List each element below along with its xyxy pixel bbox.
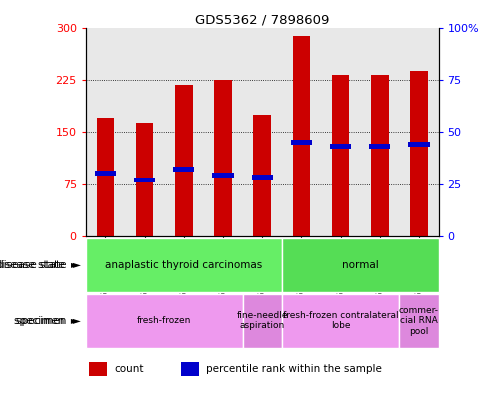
Text: normal: normal	[342, 259, 378, 270]
Text: specimen  ►: specimen ►	[16, 316, 81, 326]
Bar	[332, 75, 349, 237]
Bar	[369, 144, 391, 149]
Bar	[214, 80, 232, 237]
Bar	[371, 75, 389, 237]
Text: fresh-frozen: fresh-frozen	[137, 316, 191, 325]
Text: count: count	[114, 364, 144, 374]
Bar	[293, 36, 310, 237]
Bar	[136, 123, 153, 237]
Text: percentile rank within the sample: percentile rank within the sample	[206, 364, 382, 374]
Bar	[89, 362, 107, 376]
Bar	[134, 178, 155, 182]
Text: specimen  ►: specimen ►	[14, 316, 79, 326]
Bar	[212, 173, 234, 178]
Bar	[408, 142, 430, 147]
Text: disease state  ►: disease state ►	[0, 259, 81, 270]
Text: anaplastic thyroid carcinomas: anaplastic thyroid carcinomas	[105, 259, 262, 270]
Bar	[330, 144, 351, 149]
Text: commer-
cial RNA
pool: commer- cial RNA pool	[399, 306, 439, 336]
Text: fresh-frozen contralateral
lobe: fresh-frozen contralateral lobe	[283, 311, 398, 331]
Text: fine-needle
aspiration: fine-needle aspiration	[236, 311, 288, 331]
Bar	[86, 294, 243, 348]
Bar	[95, 171, 116, 176]
Title: GDS5362 / 7898609: GDS5362 / 7898609	[195, 13, 329, 26]
Text: disease state  ►: disease state ►	[0, 259, 79, 270]
Bar	[97, 118, 114, 237]
Bar	[181, 362, 198, 376]
Bar	[291, 140, 312, 145]
Bar	[399, 294, 439, 348]
Bar	[282, 237, 439, 292]
Bar	[251, 176, 273, 180]
Bar	[282, 294, 399, 348]
Bar	[86, 237, 282, 292]
Bar	[253, 114, 271, 237]
Bar	[243, 294, 282, 348]
Bar	[410, 71, 428, 237]
Bar	[175, 84, 193, 237]
Bar	[173, 167, 195, 172]
